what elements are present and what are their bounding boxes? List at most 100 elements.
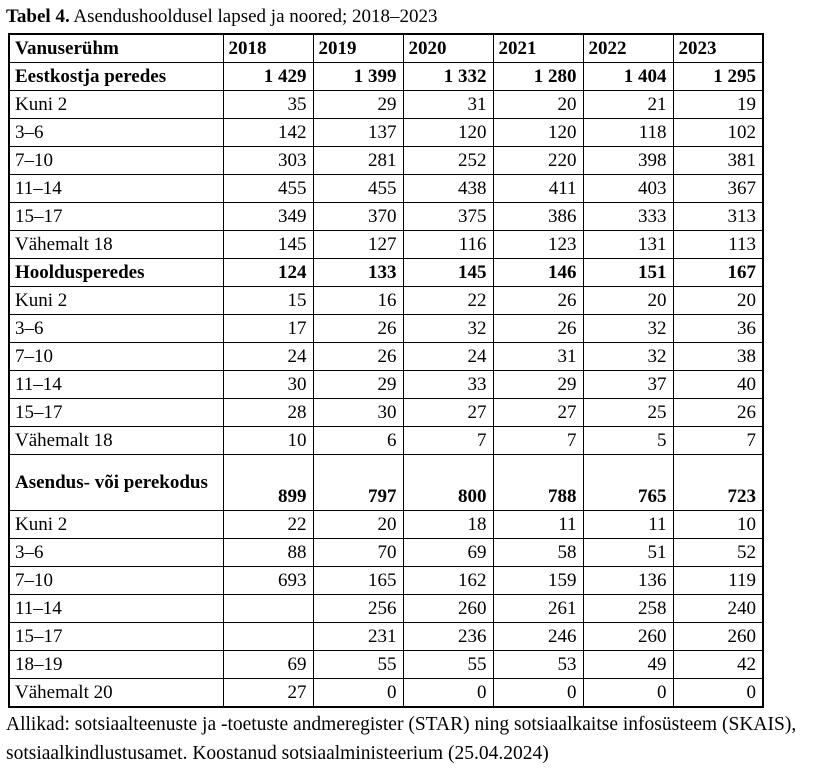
row-label: 18–19 (8, 650, 224, 679)
cell-value: 159 (492, 566, 584, 595)
table-row: Vähemalt 18 10 6 7 7 5 7 (8, 426, 764, 455)
cell-value: 22 (402, 286, 494, 315)
column-header-year: 2018 (222, 33, 314, 63)
cell-value: 113 (672, 230, 764, 259)
cell-value: 165 (312, 566, 404, 595)
row-label: Vähemalt 18 (8, 230, 224, 259)
cell-value: 438 (402, 174, 494, 203)
cell-value: 145 (222, 230, 314, 259)
cell-value: 69 (222, 650, 314, 679)
cell-value: 375 (402, 202, 494, 231)
cell-value: 15 (222, 286, 314, 315)
cell-value: 133 (312, 258, 404, 287)
cell-value: 31 (402, 90, 494, 119)
table-row: 3–6 142 137 120 120 118 102 (8, 118, 764, 147)
table-row: Kuni 2 22 20 18 11 11 10 (8, 510, 764, 539)
column-header-year: 2022 (582, 33, 674, 63)
row-label: Vähemalt 20 (8, 678, 224, 708)
table-row: 11–14 455 455 438 411 403 367 (8, 174, 764, 203)
cell-value: 260 (402, 594, 494, 623)
cell-value: 32 (582, 314, 674, 343)
cell-value: 20 (492, 90, 584, 119)
cell-value: 19 (672, 90, 764, 119)
table-title-text: Asendushooldusel lapsed ja noored; 2018–… (69, 6, 438, 27)
row-label: Kuni 2 (8, 510, 224, 539)
cell-value: 313 (672, 202, 764, 231)
table-row: Kuni 2 15 16 22 26 20 20 (8, 286, 764, 315)
cell-value: 88 (222, 538, 314, 567)
cell-value: 333 (582, 202, 674, 231)
cell-value: 162 (402, 566, 494, 595)
cell-value: 370 (312, 202, 404, 231)
cell-value: 123 (492, 230, 584, 259)
cell-value: 20 (582, 286, 674, 315)
cell-value: 20 (312, 510, 404, 539)
cell-value: 261 (492, 594, 584, 623)
cell-value: 146 (492, 258, 584, 287)
cell-value: 120 (492, 118, 584, 147)
table-title: Tabel 4. Asendushooldusel lapsed ja noor… (6, 4, 825, 30)
cell-value: 6 (312, 426, 404, 455)
cell-value: 38 (672, 342, 764, 371)
cell-value: 20 (672, 286, 764, 315)
cell-value: 119 (672, 566, 764, 595)
cell-value: 35 (222, 90, 314, 119)
cell-value: 693 (222, 566, 314, 595)
cell-value: 240 (672, 594, 764, 623)
cell-value: 26 (492, 286, 584, 315)
table-row: Kuni 2 35 29 31 20 21 19 (8, 90, 764, 119)
cell-value: 723 (672, 454, 764, 511)
cell-value: 21 (582, 90, 674, 119)
table-row: Vähemalt 18 145 127 116 123 131 113 (8, 230, 764, 259)
cell-value: 788 (492, 454, 584, 511)
cell-value: 102 (672, 118, 764, 147)
cell-value: 127 (312, 230, 404, 259)
table-row: 15–17 28 30 27 27 25 26 (8, 398, 764, 427)
row-label: 3–6 (8, 314, 224, 343)
cell-value: 5 (582, 426, 674, 455)
cell-value: 11 (492, 510, 584, 539)
cell-value: 29 (312, 370, 404, 399)
cell-value: 32 (402, 314, 494, 343)
cell-value: 220 (492, 146, 584, 175)
row-label: 15–17 (8, 622, 224, 651)
cell-value: 30 (312, 398, 404, 427)
row-label: 11–14 (8, 370, 224, 399)
cell-value: 0 (582, 678, 674, 708)
cell-value: 231 (312, 622, 404, 651)
table-row: 15–17 349 370 375 386 333 313 (8, 202, 764, 231)
cell-value: 1 429 (222, 62, 314, 91)
cell-value (222, 594, 314, 623)
cell-value: 24 (222, 342, 314, 371)
table-row: 11–14 256 260 261 258 240 (8, 594, 764, 623)
column-header-year: 2023 (672, 33, 764, 63)
cell-value: 28 (222, 398, 314, 427)
column-header-year: 2020 (402, 33, 494, 63)
cell-value: 236 (402, 622, 494, 651)
cell-value (222, 622, 314, 651)
cell-value: 27 (402, 398, 494, 427)
row-label: 15–17 (8, 398, 224, 427)
cell-value: 1 280 (492, 62, 584, 91)
cell-value: 1 332 (402, 62, 494, 91)
cell-value: 797 (312, 454, 404, 511)
cell-value: 800 (402, 454, 494, 511)
cell-value: 52 (672, 538, 764, 567)
column-header-year: 2021 (492, 33, 584, 63)
table-row: 18–19 69 55 55 53 49 42 (8, 650, 764, 679)
cell-value: 24 (402, 342, 494, 371)
table-row: 11–14 30 29 33 29 37 40 (8, 370, 764, 399)
cell-value: 42 (672, 650, 764, 679)
cell-value: 118 (582, 118, 674, 147)
cell-value: 33 (402, 370, 494, 399)
cell-value: 0 (402, 678, 494, 708)
cell-value: 70 (312, 538, 404, 567)
cell-value: 27 (492, 398, 584, 427)
cell-value: 256 (312, 594, 404, 623)
cell-value: 37 (582, 370, 674, 399)
cell-value: 26 (672, 398, 764, 427)
cell-value: 55 (402, 650, 494, 679)
cell-value: 26 (312, 342, 404, 371)
table-row: Vähemalt 20 27 0 0 0 0 0 (8, 678, 764, 708)
